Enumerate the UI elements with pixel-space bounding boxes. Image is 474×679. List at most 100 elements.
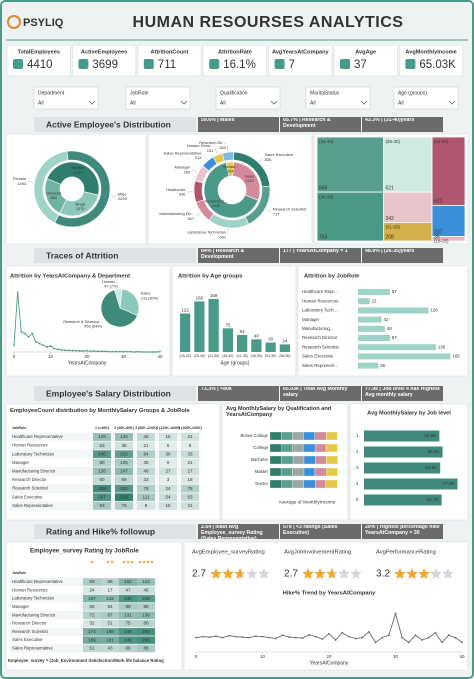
bar-segment — [280, 467, 293, 477]
bar — [236, 334, 248, 352]
cell-shade — [181, 476, 199, 484]
cell-shade — [159, 493, 177, 502]
kpi-icon — [13, 59, 23, 69]
section-stat: 579 | <3 ratings (Sales Executive) — [283, 525, 338, 536]
cell-shade — [181, 441, 199, 450]
cell-shade — [115, 493, 133, 502]
point — [195, 636, 197, 639]
leader — [266, 208, 272, 213]
bar — [265, 342, 276, 352]
kpi-name: AttritionRate — [218, 49, 252, 55]
point — [140, 351, 143, 353]
chart-title: Attrition by Age groups — [178, 274, 243, 280]
slice-label: Manufacturing Dir... — [159, 211, 194, 216]
point — [401, 636, 404, 639]
section-stat: 43.3% | (31-40)years — [365, 118, 415, 123]
point — [155, 351, 158, 353]
filter-chevron — [360, 100, 368, 105]
stat-box — [280, 386, 361, 401]
row-band — [10, 611, 156, 620]
cell-value: 21 — [143, 443, 149, 448]
cell-value: 24 — [89, 588, 95, 593]
star-fill — [314, 568, 326, 579]
filter[interactable]: Age (groups) All — [393, 86, 459, 110]
row-band — [10, 577, 156, 587]
header-star — [146, 560, 150, 564]
slice-value: 1070 — [76, 207, 84, 211]
stat-box — [198, 386, 279, 401]
bar-segment — [292, 443, 304, 453]
treemap-label: (36-50) — [319, 194, 334, 199]
filter[interactable]: Department All — [33, 86, 99, 110]
leader — [195, 212, 201, 217]
cell-value: 318 — [120, 494, 128, 499]
cell-shade — [101, 603, 119, 611]
kpi-icon — [274, 59, 285, 69]
y-tick-label: Manager — [302, 317, 320, 322]
bar-value: 54 — [240, 329, 246, 334]
cell-value: 51 — [107, 621, 113, 626]
header-star — [106, 560, 110, 564]
x-tick-label: (36-40) — [222, 354, 233, 358]
cell-value: 63 — [187, 494, 193, 499]
logo: PSYLIQ — [23, 17, 64, 29]
pie-value: 211 (30%) — [141, 295, 159, 300]
bar-segment — [314, 467, 327, 477]
x-tick-label: 30 — [393, 654, 399, 659]
star-fill — [418, 568, 430, 579]
cell-value: 60 — [99, 477, 105, 482]
row-band — [10, 432, 200, 442]
slice-value: 266 — [184, 169, 191, 174]
bar-value: 160 — [196, 296, 204, 301]
leader — [214, 148, 218, 154]
point — [394, 612, 397, 615]
treemap-cell — [316, 136, 384, 193]
cell-shade — [137, 484, 155, 493]
section-stat-box: 43.3% | (31-40)years — [365, 118, 415, 123]
point — [281, 634, 284, 637]
stat-box — [362, 117, 443, 132]
cell-value: 3 — [167, 477, 170, 482]
filter[interactable]: Qualification All — [215, 86, 281, 110]
kpi-icon — [143, 59, 154, 69]
cell-shade — [119, 644, 137, 653]
y-tick-label: Healthcare Repr... — [302, 289, 337, 294]
panel — [147, 133, 313, 245]
point — [24, 332, 26, 335]
cell-shade — [93, 441, 111, 450]
bar-value: 24 — [282, 339, 288, 344]
row-label: Healthcare Representative — [12, 434, 63, 439]
bar-value: 77.9K — [442, 481, 455, 486]
cell-value: 72 — [89, 612, 95, 617]
filter[interactable]: MaritalStatus All — [305, 86, 371, 110]
star-empty — [246, 568, 258, 579]
cell-shade — [93, 467, 111, 476]
slice-label: Male — [118, 191, 127, 196]
bar-segment — [325, 443, 338, 453]
cell-value: 157 — [88, 596, 96, 601]
cell-shade — [83, 586, 101, 595]
header-star — [142, 560, 146, 564]
cell-shade — [115, 441, 133, 450]
filter[interactable]: JobRole All — [125, 86, 191, 110]
panel — [333, 44, 398, 77]
cell-shade — [93, 501, 111, 510]
star-fill — [406, 568, 418, 579]
x-tick-label: 10 — [260, 654, 266, 659]
cell-shade — [181, 458, 199, 467]
cell-shade — [101, 636, 119, 644]
bar-segment — [281, 431, 293, 441]
cell-shade — [181, 467, 199, 476]
point — [308, 633, 310, 636]
cell-shade — [181, 501, 199, 510]
pie-value: 47 (7%) — [104, 284, 118, 289]
slice — [221, 151, 235, 162]
bar-value: 168 — [210, 293, 218, 298]
cell-value: 126 — [120, 434, 128, 439]
leader — [227, 145, 229, 152]
slice-label: Healthcare — [166, 187, 186, 192]
cell-shade — [101, 644, 119, 653]
point — [447, 634, 450, 637]
cell-value: 69 — [121, 477, 127, 482]
point — [144, 351, 147, 353]
